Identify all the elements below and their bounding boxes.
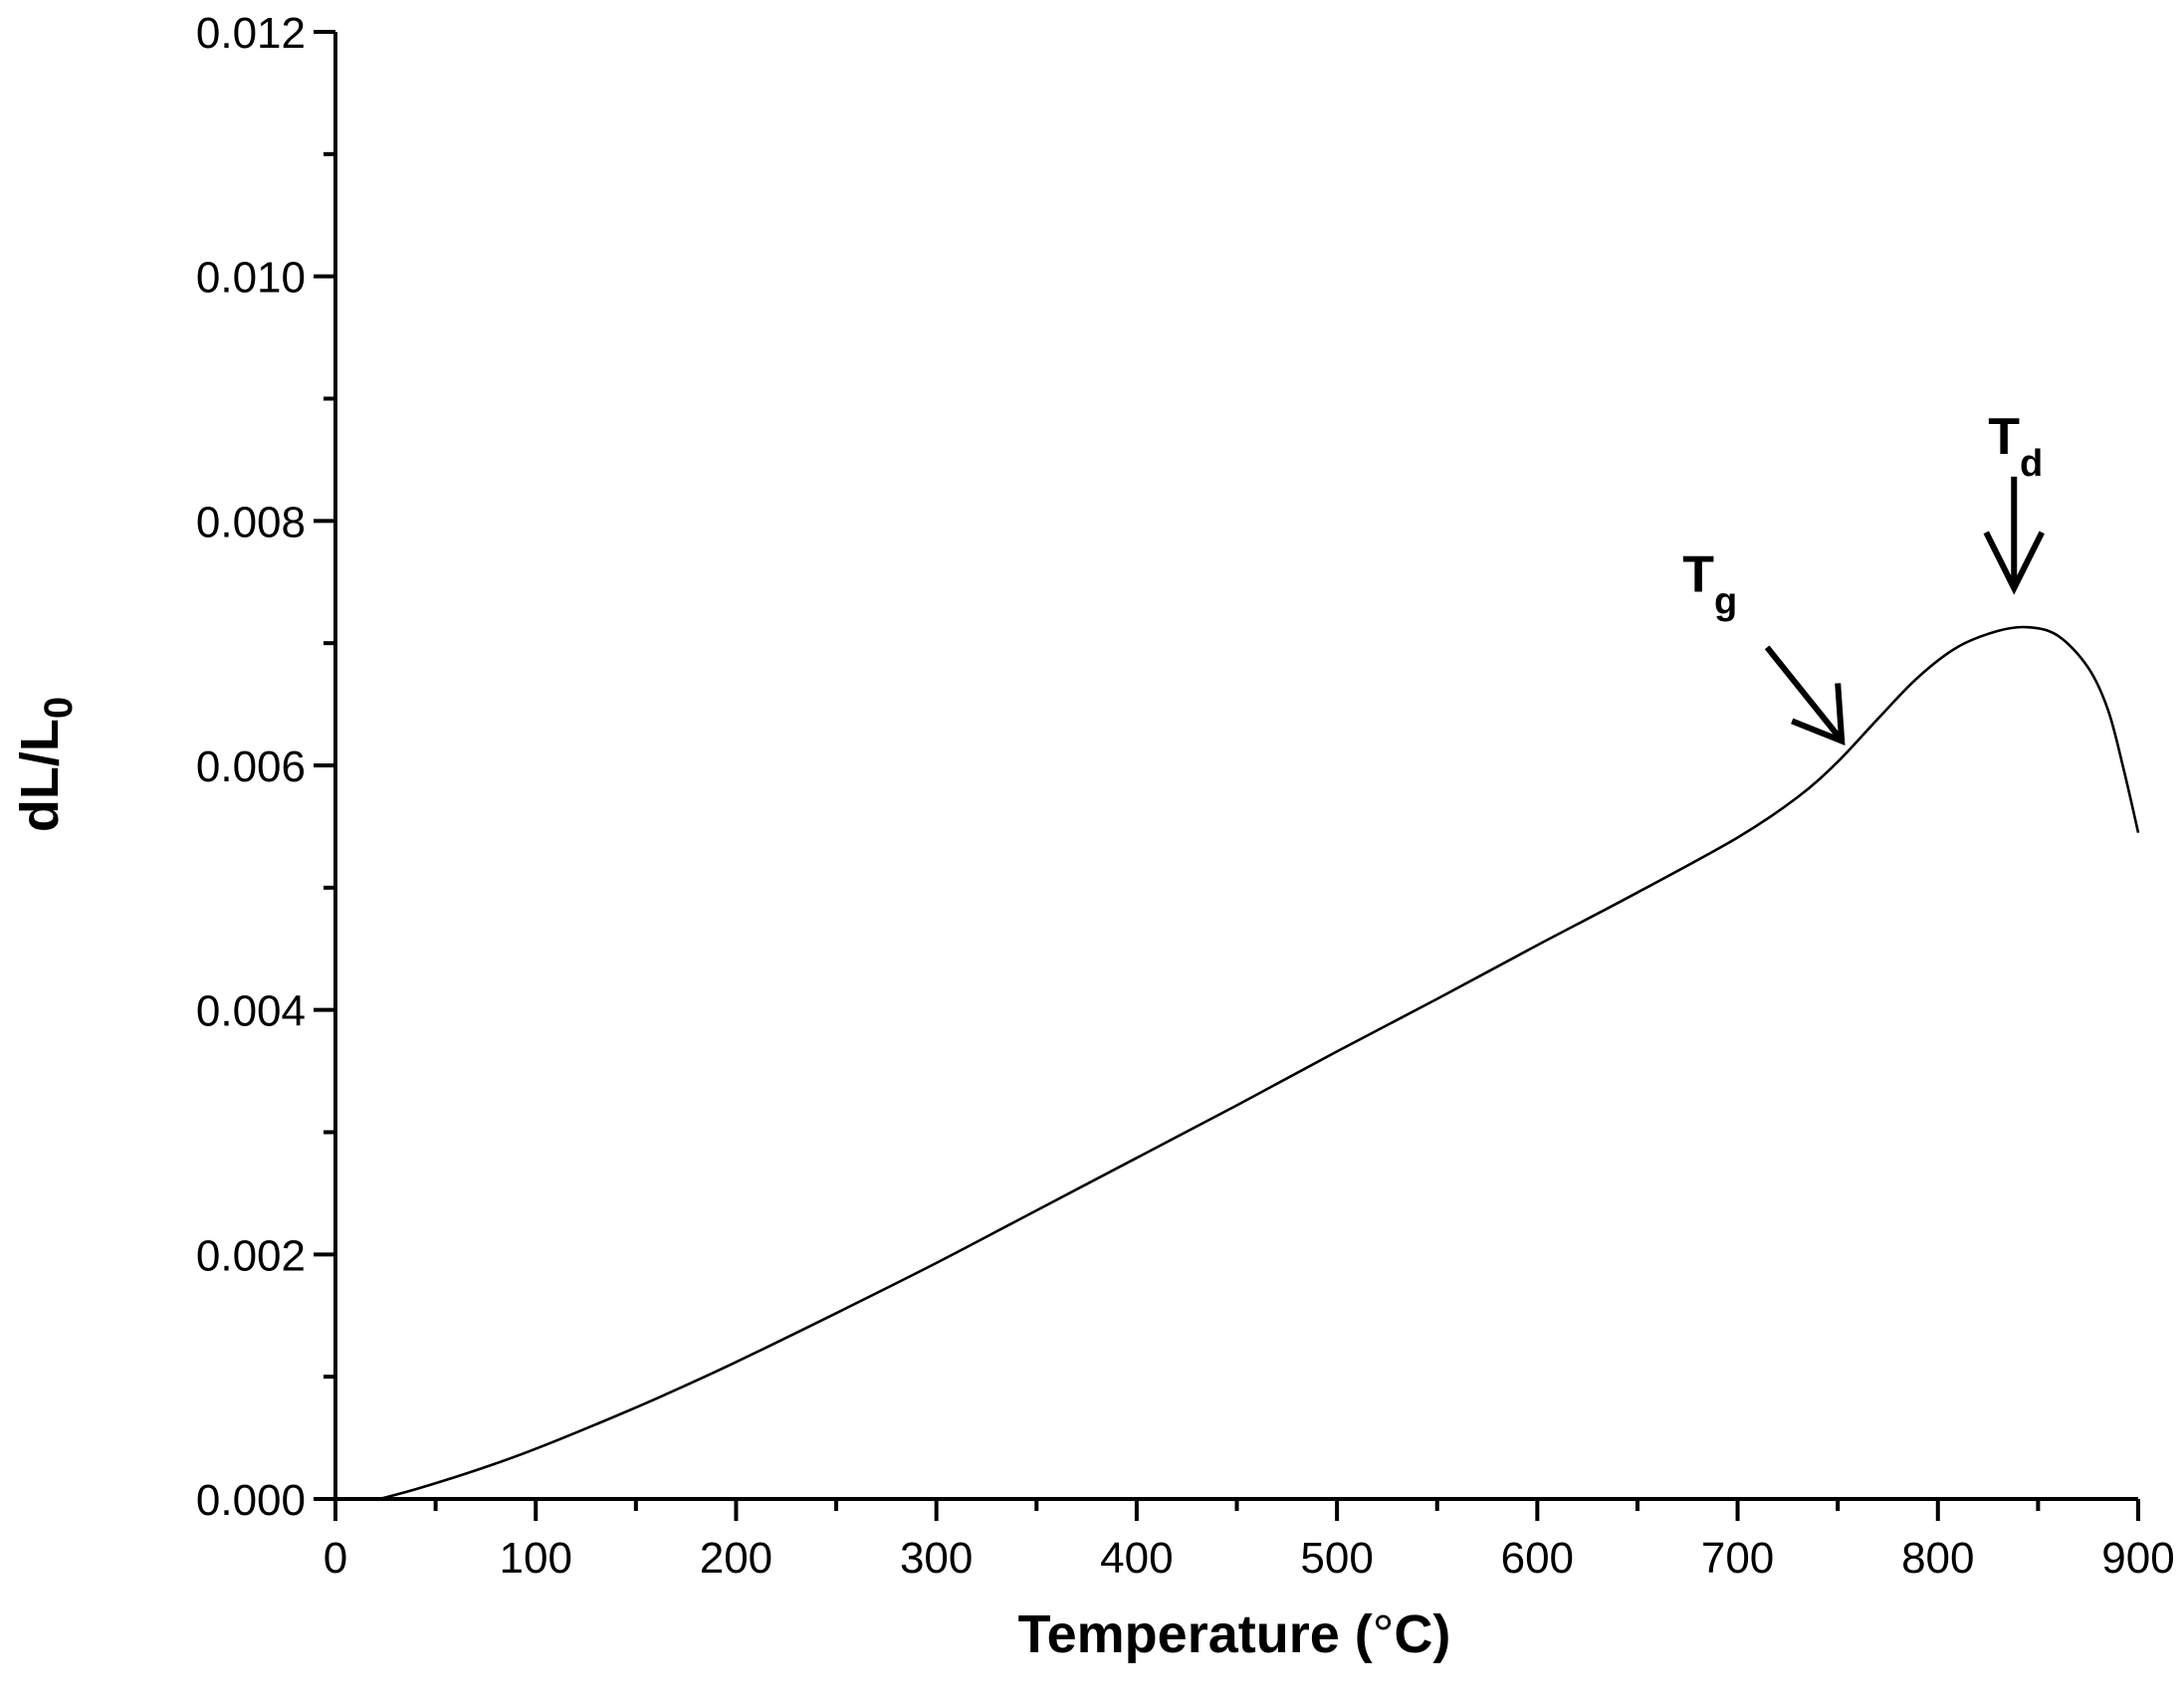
x-tick-label: 700 xyxy=(1701,1534,1774,1583)
annotations: Tg Td xyxy=(1682,408,2045,746)
y-tick-label: 0.006 xyxy=(196,743,306,791)
x-tick-label: 0 xyxy=(324,1534,347,1583)
x-tick-label: 400 xyxy=(1100,1534,1173,1583)
x-tick-label: 100 xyxy=(500,1534,572,1583)
y-axis-title: dL/L0 xyxy=(10,697,81,832)
y-tick-label: 0.000 xyxy=(196,1476,306,1525)
tg-label: Tg xyxy=(1682,545,1737,622)
y-tick-label: 0.012 xyxy=(196,9,306,58)
tg-arrow xyxy=(1764,645,1843,741)
x-tick-label: 900 xyxy=(2101,1534,2174,1583)
tg-arrow-head xyxy=(1791,683,1846,746)
y-tick-label: 0.002 xyxy=(196,1231,306,1280)
y-axis-title-subscript: 0 xyxy=(37,697,81,719)
y-tick-label: 0.004 xyxy=(196,987,306,1036)
x-tick-label: 800 xyxy=(1901,1534,1974,1583)
y-tick-label: 0.008 xyxy=(196,498,306,546)
td-arrow-head xyxy=(1983,531,2045,595)
axis-ticks xyxy=(314,30,2140,1521)
td-label: Td xyxy=(1988,408,2043,485)
series-line xyxy=(378,625,2140,1501)
x-tick-label: 500 xyxy=(1300,1534,1373,1583)
y-tick-label: 0.010 xyxy=(196,254,306,303)
x-tick-label: 600 xyxy=(1501,1534,1574,1583)
axis-tick-labels: 0 100 200 300 400 500 600 700 800 900 0.000 0.002 0.… xyxy=(196,9,2175,1583)
degree-symbol: ° xyxy=(1373,1604,1395,1664)
x-tick-label: 300 xyxy=(900,1534,973,1583)
x-axis-title: Temperature (°C) xyxy=(1018,1604,1451,1664)
x-tick-label: 200 xyxy=(700,1534,772,1583)
